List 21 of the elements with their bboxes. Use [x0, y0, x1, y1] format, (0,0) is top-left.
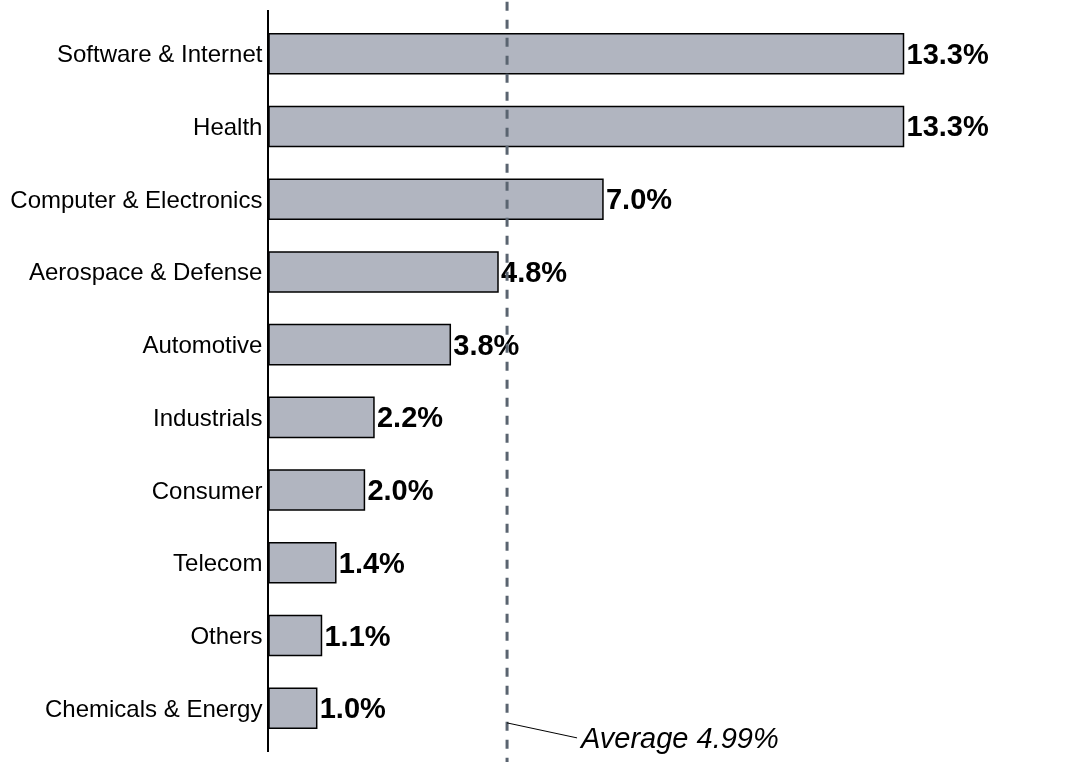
y-tick-label: Automotive — [142, 331, 263, 359]
y-tick-label: Software & Internet — [57, 40, 263, 68]
data-label: 3.8% — [453, 328, 520, 361]
data-label: 2.0% — [367, 474, 434, 507]
data-label: 1.0% — [319, 692, 387, 725]
data-label: 1.1% — [324, 619, 391, 652]
data-label: 4.8% — [501, 255, 568, 288]
data-label: 2.2% — [376, 401, 444, 434]
y-tick-label: Others — [190, 622, 263, 650]
y-tick-label: Aerospace & Defense — [28, 258, 263, 286]
data-label: 7.0% — [605, 183, 673, 216]
y-tick-label: Computer & Electronics — [10, 185, 263, 213]
data-label: 1.4% — [338, 546, 406, 579]
y-tick-label: Health — [193, 112, 263, 140]
y-tick-label: Consumer — [151, 476, 263, 504]
y-tick-label: Chemicals & Energy — [45, 694, 263, 722]
ref-line-label: Average 4.99% — [579, 722, 779, 754]
y-tick-label: Industrials — [153, 403, 263, 431]
data-label: 13.3% — [906, 110, 989, 143]
data-label: 13.3% — [906, 37, 989, 70]
y-tick-label: Telecom — [173, 549, 263, 577]
